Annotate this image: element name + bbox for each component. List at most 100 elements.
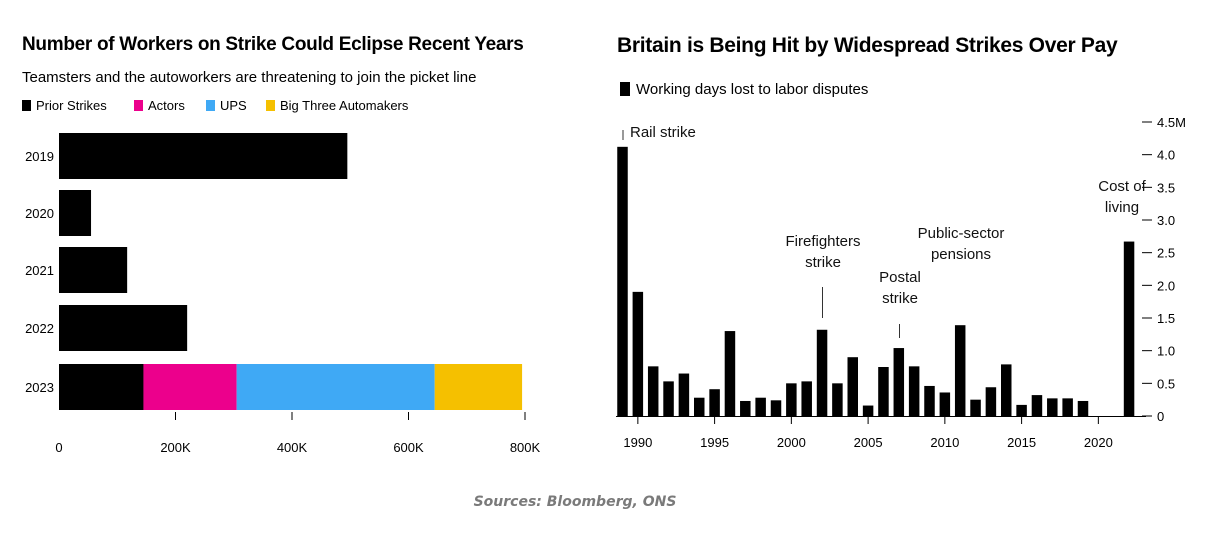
right-bar — [801, 381, 812, 416]
right-bar — [1001, 364, 1012, 416]
right-bar — [893, 348, 905, 416]
left-bar-segment — [59, 133, 348, 179]
right-bar — [694, 397, 705, 416]
right-y-tick-label: 2.5 — [1157, 246, 1175, 261]
right-bar — [740, 400, 751, 416]
left-x-axis: 0 200K 400K 600K 800K — [55, 412, 541, 455]
right-bar — [1016, 404, 1027, 416]
right-bar — [862, 405, 874, 416]
right-bar — [1047, 398, 1058, 416]
right-annotation-text: Firefighters — [785, 233, 860, 250]
right-bar — [970, 399, 981, 416]
right-bar — [663, 381, 674, 416]
right-annotation-text: pensions — [931, 246, 991, 263]
left-category-label: 2022 — [25, 321, 54, 336]
left-bar-segment — [236, 364, 435, 410]
right-x-tick-label: 2020 — [1084, 435, 1113, 450]
right-bar — [1062, 398, 1073, 416]
right-legend-label: Working days lost to labor disputes — [636, 81, 868, 98]
left-x-tick-label: 0 — [55, 440, 62, 455]
left-legend-swatch — [134, 100, 143, 111]
right-bar — [678, 373, 690, 416]
right-x-axis: 1990 1995 2000 2005 2010 2015 2020 — [623, 416, 1113, 450]
left-legend-label: Actors — [148, 98, 185, 113]
left-bar-segment — [59, 247, 128, 293]
right-y-tick-label: 4.0 — [1157, 148, 1175, 163]
left-category-labels: 2019 2020 2021 2022 2023 — [25, 149, 54, 395]
right-annotation-text: strike — [805, 254, 841, 271]
right-bar — [954, 325, 966, 416]
right-bar — [985, 387, 997, 416]
right-x-tick-label: 2010 — [930, 435, 959, 450]
left-category-label: 2019 — [25, 149, 54, 164]
right-chart-title: Britain is Being Hit by Widespread Strik… — [617, 34, 1118, 57]
right-bar — [770, 400, 782, 416]
right-x-tick-label: 1995 — [700, 435, 729, 450]
right-y-tick-label: 4.5M — [1157, 115, 1186, 130]
right-x-tick-label: 2005 — [854, 435, 883, 450]
right-annotation-text: Public-sector — [918, 225, 1005, 242]
right-chart: Britain is Being Hit by Widespread Strik… — [616, 34, 1186, 450]
left-x-tick-label: 600K — [393, 440, 424, 455]
right-bar — [832, 383, 843, 416]
right-annotation-text: Rail strike — [630, 124, 696, 141]
right-bar — [816, 329, 828, 416]
left-legend: Prior Strikes Actors UPS Big Three Automake… — [22, 98, 409, 113]
right-y-tick-label: 0.5 — [1157, 376, 1175, 391]
left-bar-segment — [434, 364, 523, 410]
right-y-tick-label: 3.0 — [1157, 213, 1175, 228]
left-bar-segment — [59, 190, 92, 236]
right-bar — [878, 367, 889, 416]
right-bar — [847, 357, 858, 416]
right-y-tick-label: 0 — [1157, 409, 1164, 424]
left-x-tick-label: 400K — [277, 440, 308, 455]
left-legend-swatch — [206, 100, 215, 111]
left-bar-segment — [59, 305, 188, 351]
right-annotation-text: Postal — [879, 269, 921, 286]
left-legend-swatch — [266, 100, 275, 111]
right-bar — [908, 366, 920, 416]
left-category-label: 2023 — [25, 380, 54, 395]
left-legend-label: Prior Strikes — [36, 98, 107, 113]
right-bar — [724, 331, 736, 416]
left-x-tick-label: 200K — [160, 440, 191, 455]
left-chart-title: Number of Workers on Strike Could Eclips… — [22, 34, 524, 55]
left-x-tick-label: 800K — [510, 440, 541, 455]
left-bars — [59, 133, 523, 410]
right-bar — [1123, 241, 1135, 416]
right-bar — [1077, 400, 1089, 416]
right-y-tick-label: 2.0 — [1157, 278, 1175, 293]
left-chart-subtitle: Teamsters and the autoworkers are threat… — [22, 69, 476, 86]
right-x-tick-label: 2015 — [1007, 435, 1036, 450]
right-bar — [632, 291, 644, 416]
left-category-label: 2020 — [25, 206, 54, 221]
right-bar — [755, 397, 766, 416]
right-y-axis: 0 0.5 1.0 1.5 2.0 2.5 3.0 3.5 4.0 4.5M — [1142, 115, 1186, 424]
right-legend-swatch — [620, 82, 630, 96]
right-bars — [616, 146, 1146, 417]
left-bar-segment — [143, 364, 237, 410]
right-annotation-text: strike — [882, 290, 918, 307]
right-bar — [617, 146, 628, 416]
right-bar — [786, 383, 797, 416]
left-bar-segment — [59, 364, 144, 410]
right-annotation-text: Cost of — [1098, 178, 1146, 195]
source-note: Sources: Bloomberg, ONS — [474, 494, 677, 510]
right-y-tick-label: 3.5 — [1157, 180, 1175, 195]
left-chart: Number of Workers on Strike Could Eclips… — [22, 34, 541, 455]
left-legend-swatch — [22, 100, 31, 111]
right-x-tick-label: 2000 — [777, 435, 806, 450]
right-annotation-text: living — [1105, 199, 1139, 216]
right-bar — [939, 392, 951, 416]
right-bar — [1031, 395, 1043, 416]
right-annotations: Rail strike Firefighters strike Postal strik… — [622, 124, 1147, 338]
right-x-tick-label: 1990 — [623, 435, 652, 450]
left-legend-label: Big Three Automakers — [280, 98, 409, 113]
right-bar — [647, 366, 659, 416]
right-y-tick-label: 1.0 — [1157, 344, 1175, 359]
left-legend-label: UPS — [220, 98, 247, 113]
right-bar — [709, 389, 720, 416]
left-category-label: 2021 — [25, 263, 54, 278]
right-bar — [924, 385, 935, 416]
